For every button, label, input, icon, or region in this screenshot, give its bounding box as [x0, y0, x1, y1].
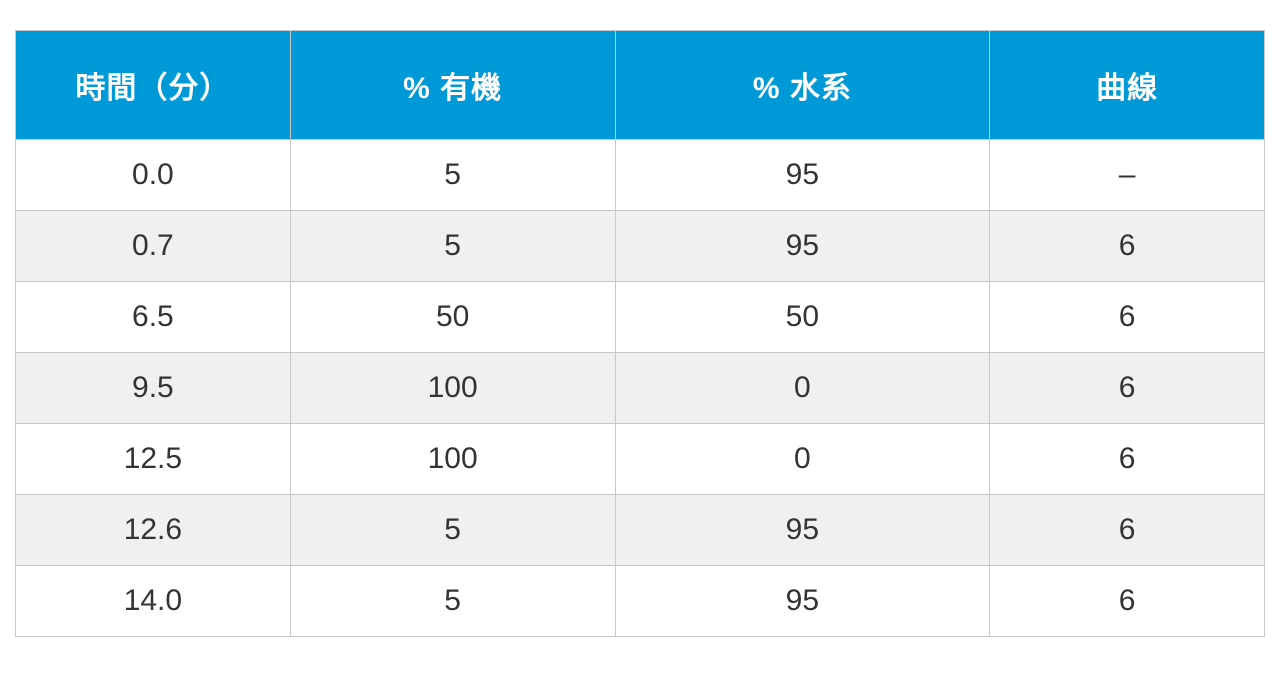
cell-organic: 100: [290, 424, 615, 495]
col-header-aqueous: % 水系: [615, 31, 990, 140]
cell-curve: ‒: [990, 140, 1265, 211]
cell-aqueous: 95: [615, 140, 990, 211]
cell-time: 6.5: [16, 282, 291, 353]
cell-time: 0.7: [16, 211, 291, 282]
cell-curve: 6: [990, 566, 1265, 637]
col-header-time: 時間（分）: [16, 31, 291, 140]
table-row: 12.5 100 0 6: [16, 424, 1265, 495]
cell-aqueous: 95: [615, 495, 990, 566]
cell-curve: 6: [990, 353, 1265, 424]
table-body: 0.0 5 95 ‒ 0.7 5 95 6 6.5 50 50 6 9.5 10…: [16, 140, 1265, 637]
cell-time: 14.0: [16, 566, 291, 637]
table-row: 9.5 100 0 6: [16, 353, 1265, 424]
table-row: 6.5 50 50 6: [16, 282, 1265, 353]
cell-time: 0.0: [16, 140, 291, 211]
cell-organic: 100: [290, 353, 615, 424]
cell-curve: 6: [990, 211, 1265, 282]
cell-time: 12.5: [16, 424, 291, 495]
table-row: 12.6 5 95 6: [16, 495, 1265, 566]
cell-organic: 50: [290, 282, 615, 353]
cell-time: 9.5: [16, 353, 291, 424]
table-header: 時間（分） % 有機 % 水系 曲線: [16, 31, 1265, 140]
cell-aqueous: 50: [615, 282, 990, 353]
cell-curve: 6: [990, 424, 1265, 495]
cell-time: 12.6: [16, 495, 291, 566]
col-header-organic: % 有機: [290, 31, 615, 140]
cell-aqueous: 95: [615, 566, 990, 637]
cell-aqueous: 0: [615, 424, 990, 495]
cell-organic: 5: [290, 566, 615, 637]
table-row: 0.7 5 95 6: [16, 211, 1265, 282]
cell-curve: 6: [990, 495, 1265, 566]
cell-organic: 5: [290, 140, 615, 211]
col-header-curve: 曲線: [990, 31, 1265, 140]
gradient-table: 時間（分） % 有機 % 水系 曲線 0.0 5 95 ‒ 0.7 5 95 6…: [15, 30, 1265, 637]
cell-organic: 5: [290, 211, 615, 282]
cell-aqueous: 0: [615, 353, 990, 424]
table-row: 14.0 5 95 6: [16, 566, 1265, 637]
cell-organic: 5: [290, 495, 615, 566]
table-row: 0.0 5 95 ‒: [16, 140, 1265, 211]
cell-curve: 6: [990, 282, 1265, 353]
cell-aqueous: 95: [615, 211, 990, 282]
